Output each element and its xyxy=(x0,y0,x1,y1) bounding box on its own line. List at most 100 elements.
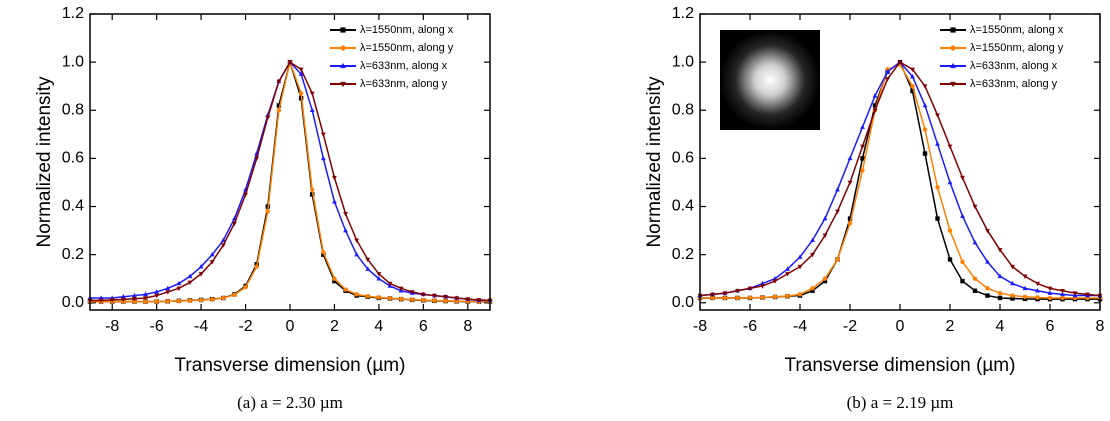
data-point xyxy=(785,293,790,299)
data-point xyxy=(309,91,315,97)
data-point xyxy=(398,296,404,302)
legend-marker xyxy=(340,27,346,33)
data-point xyxy=(710,295,715,301)
data-point xyxy=(143,296,148,301)
data-point xyxy=(376,295,382,300)
data-point xyxy=(947,228,953,233)
data-point xyxy=(797,292,803,297)
data-point xyxy=(287,60,293,65)
data-point xyxy=(960,259,965,265)
legend-label: λ=633nm, along y xyxy=(970,78,1058,90)
data-point xyxy=(176,298,182,304)
data-point xyxy=(454,298,459,304)
data-point xyxy=(947,144,953,149)
data-point xyxy=(747,295,753,300)
data-point xyxy=(132,292,137,298)
data-point xyxy=(922,127,928,132)
data-point xyxy=(922,84,928,89)
data-point xyxy=(822,276,828,281)
data-point xyxy=(1022,274,1028,279)
data-point xyxy=(860,124,865,129)
data-point xyxy=(354,238,360,243)
data-point xyxy=(1022,285,1028,291)
data-point xyxy=(220,243,226,248)
plot-frame xyxy=(89,13,491,311)
data-point xyxy=(365,257,371,263)
data-point xyxy=(960,278,965,284)
data-point xyxy=(860,168,865,173)
x-axis-label: Transverse dimension (µm) xyxy=(785,355,1016,376)
data-point xyxy=(109,298,115,303)
data-point xyxy=(860,156,865,161)
caption: (a) a = 2.30 µm xyxy=(237,393,343,412)
data-point xyxy=(176,286,182,291)
y-tick-label: 0.6 xyxy=(672,150,694,167)
data-point xyxy=(910,73,915,79)
data-point xyxy=(897,60,903,65)
data-point xyxy=(143,291,148,297)
legend-label: λ=633nm, along x xyxy=(970,60,1058,72)
data-point xyxy=(1035,295,1040,300)
data-point xyxy=(1047,290,1053,295)
data-point xyxy=(120,297,126,303)
data-point xyxy=(985,293,990,298)
data-point xyxy=(810,286,815,291)
data-point xyxy=(254,156,260,162)
data-point xyxy=(198,297,204,303)
data-point xyxy=(722,295,728,301)
x-tick-label: 2 xyxy=(330,318,339,335)
x-tick-label: -4 xyxy=(793,318,807,335)
series-line xyxy=(90,59,490,303)
data-point xyxy=(254,264,259,269)
data-point xyxy=(209,252,215,257)
data-point xyxy=(1035,281,1040,287)
data-point xyxy=(387,295,393,301)
legend-marker xyxy=(950,45,956,51)
data-point xyxy=(232,292,237,298)
data-point xyxy=(810,237,815,242)
x-tick-label: -2 xyxy=(238,318,252,335)
data-point xyxy=(332,276,337,281)
data-point xyxy=(747,286,753,291)
data-point xyxy=(187,280,193,285)
data-point xyxy=(209,260,215,265)
data-point xyxy=(1047,286,1053,291)
data-point xyxy=(785,266,790,271)
data-point xyxy=(922,151,928,156)
data-point xyxy=(1047,295,1053,301)
chart: 0.0 0.2 0.4 0.6 0.8 1.0 1.2 -8 -6 -4 -2 0 2 4 6 8 λ=1550… xyxy=(34,5,493,412)
data-point xyxy=(198,264,204,269)
data-point xyxy=(221,295,226,301)
data-point xyxy=(972,288,978,293)
data-point xyxy=(860,144,865,149)
series-line xyxy=(90,59,490,303)
data-point xyxy=(985,259,990,264)
data-point xyxy=(132,299,137,304)
y-tick-label: 0.4 xyxy=(62,198,84,215)
data-point xyxy=(885,69,890,74)
data-point xyxy=(187,298,193,303)
data-point xyxy=(210,297,215,302)
data-point xyxy=(320,155,326,161)
y-tick-label: 0.4 xyxy=(672,198,694,215)
y-tick-label: 1.2 xyxy=(62,5,84,22)
data-point xyxy=(410,297,415,302)
x-tick-label: 4 xyxy=(996,318,1005,335)
data-point xyxy=(785,272,790,277)
data-point xyxy=(365,266,371,271)
data-point xyxy=(997,248,1003,253)
data-point xyxy=(376,272,382,277)
x-tick-label: 4 xyxy=(374,318,383,335)
data-point xyxy=(847,155,853,161)
data-point xyxy=(243,284,248,290)
data-point xyxy=(443,295,448,300)
data-point xyxy=(1060,288,1065,294)
data-point xyxy=(243,192,248,198)
x-tick-label: -4 xyxy=(194,318,208,335)
x-tick-label: 8 xyxy=(1096,318,1105,335)
legend-marker xyxy=(340,62,346,69)
legend-label: λ=1550nm, along y xyxy=(360,42,454,54)
data-point xyxy=(276,108,282,113)
data-point xyxy=(465,297,471,302)
data-point xyxy=(409,290,415,295)
